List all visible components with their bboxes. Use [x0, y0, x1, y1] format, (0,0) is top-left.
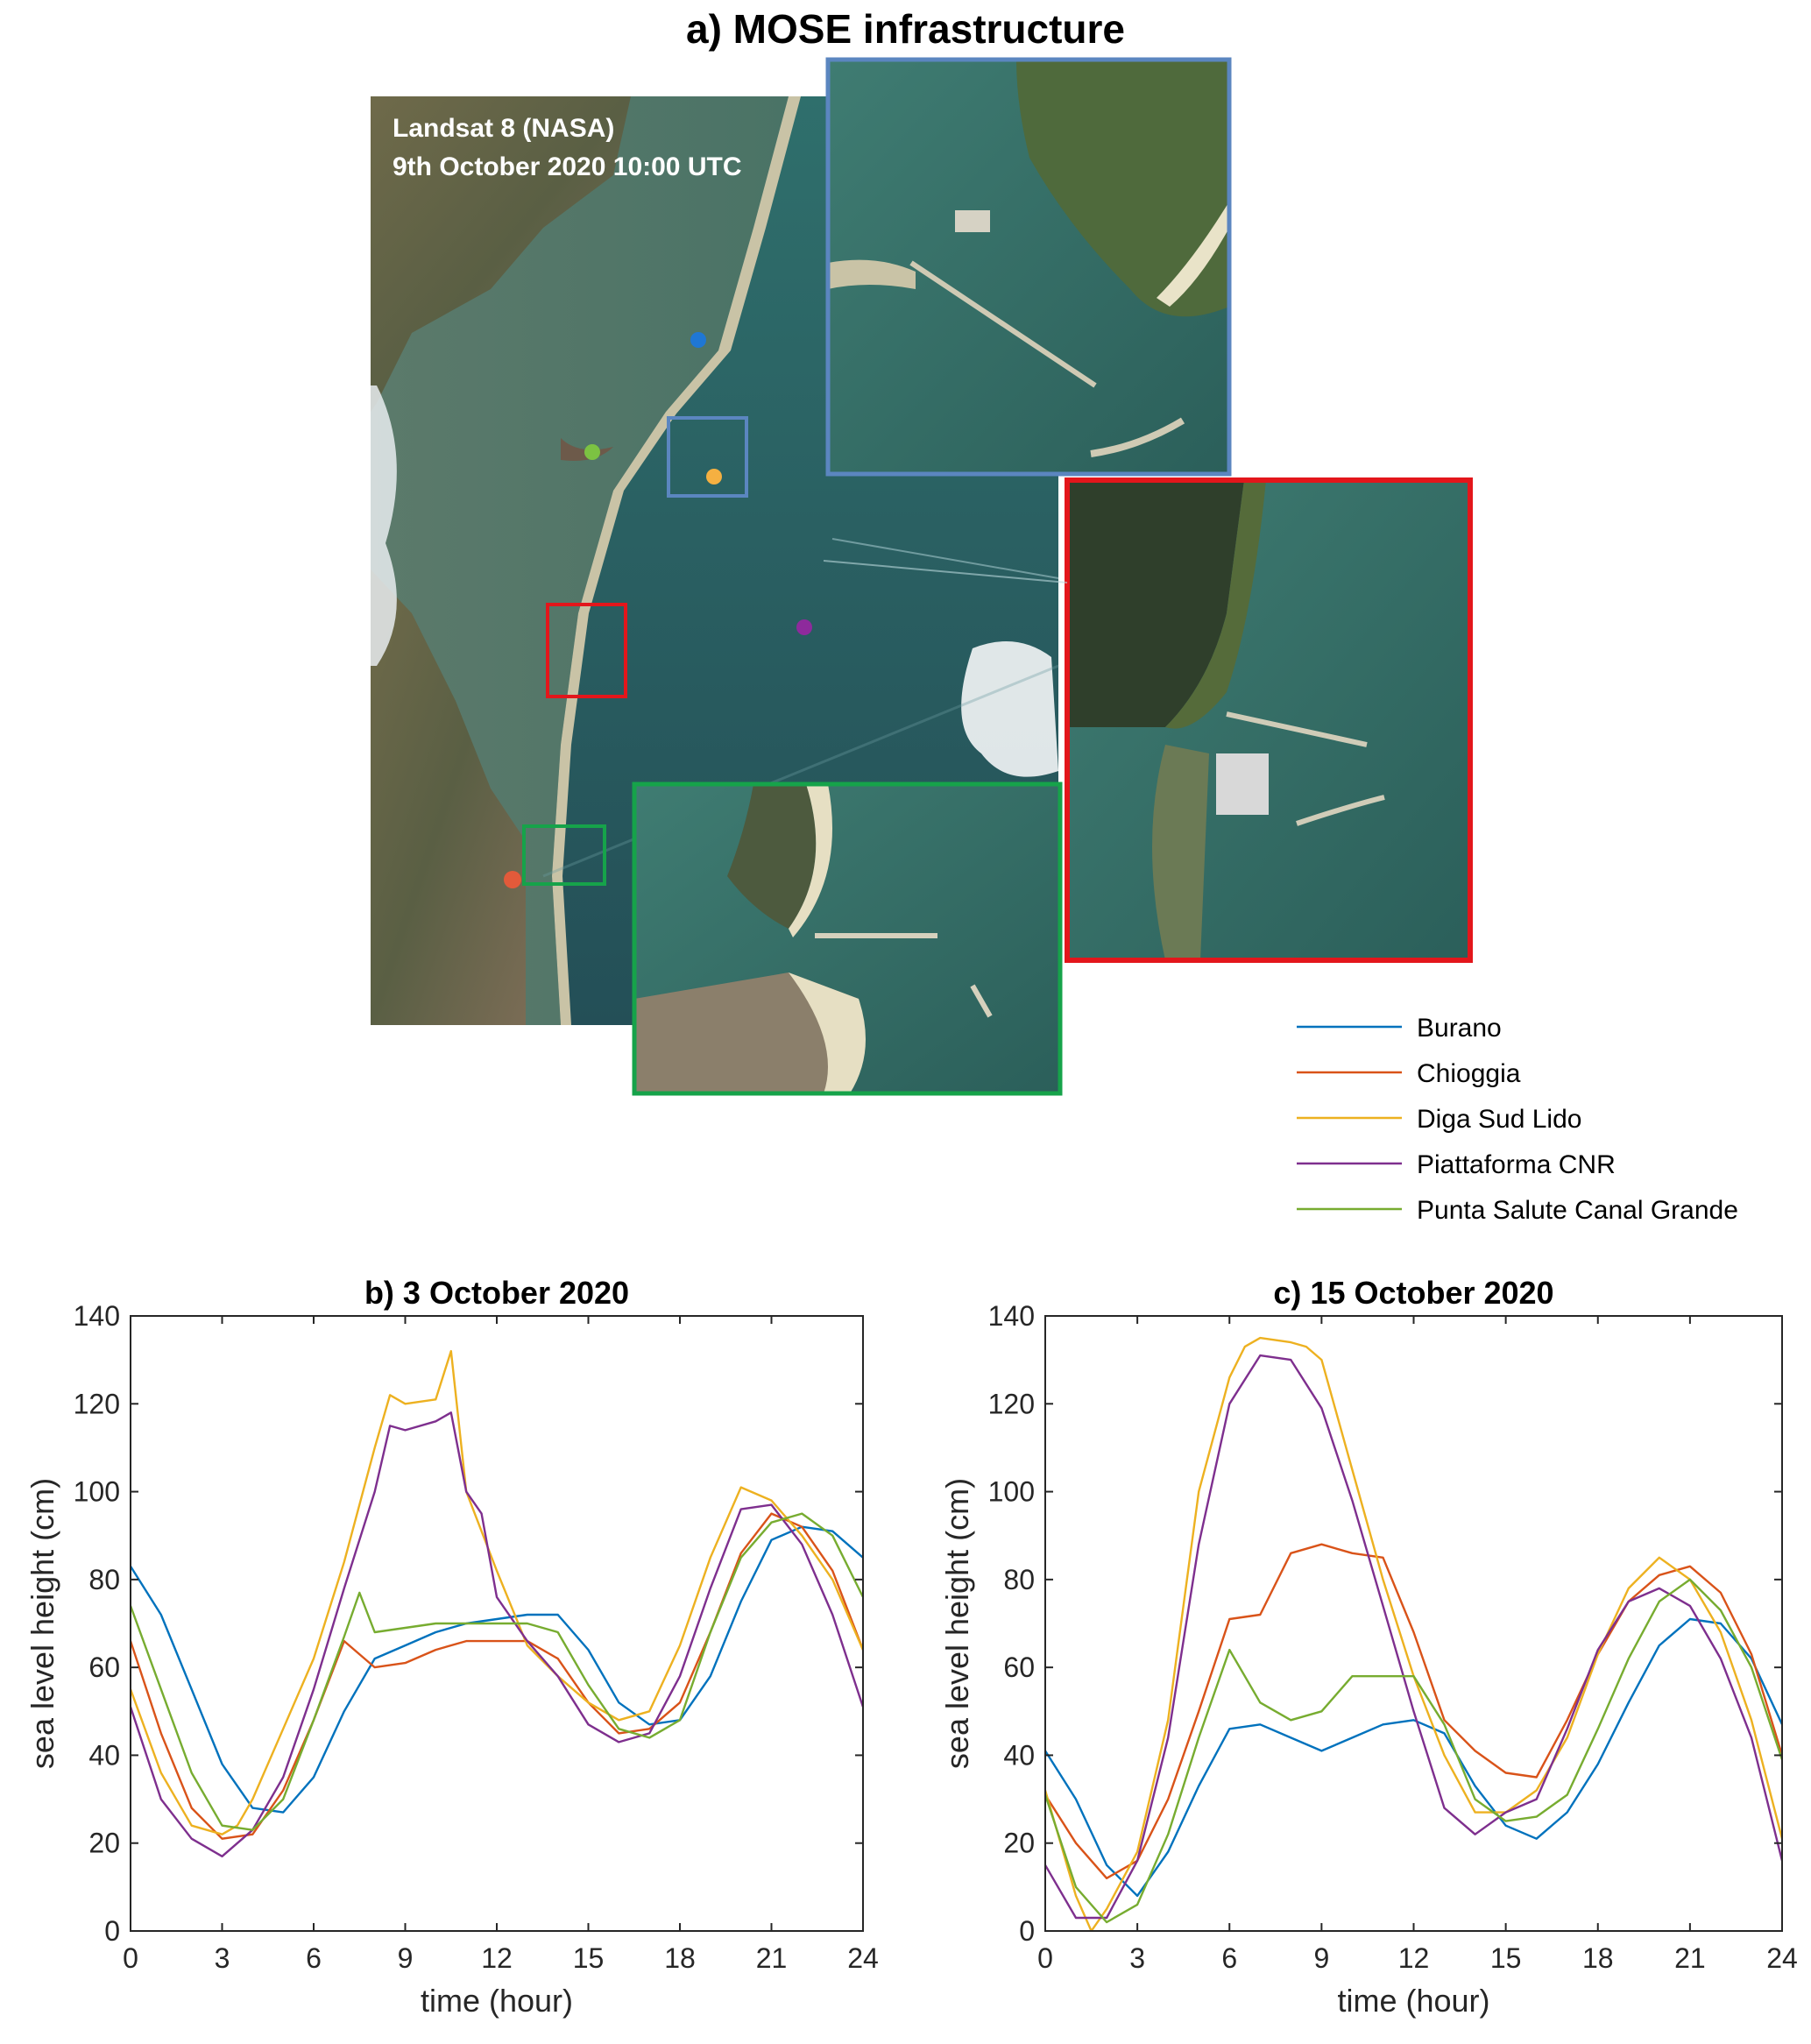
x-tick-label: 21	[1674, 1942, 1706, 1974]
series-line-diga-sud-lido	[131, 1349, 863, 1835]
y-tick-label: 100	[988, 1476, 1035, 1508]
y-axis-label: sea level height (cm)	[25, 1478, 60, 1769]
y-tick-label: 80	[88, 1564, 120, 1595]
inset-malamocco	[1065, 477, 1473, 963]
plot-frame	[1044, 1315, 1783, 1932]
x-tick-label: 6	[1221, 1942, 1237, 1974]
series-line-punta-salute-canal-grande	[131, 1512, 863, 1831]
station-dot-diga-sud-lido	[706, 469, 722, 484]
series-line-chioggia	[1045, 1543, 1782, 1880]
map-box-chioggia	[522, 824, 606, 886]
x-tick-label: 0	[123, 1942, 138, 1974]
y-tick-label: 80	[1003, 1564, 1035, 1595]
y-tick-label: 140	[988, 1300, 1035, 1332]
y-tick-label: 120	[988, 1388, 1035, 1419]
x-tick-label: 12	[481, 1942, 513, 1974]
station-dot-burano	[690, 332, 706, 348]
map-caption-line2: 9th October 2020 10:00 UTC	[393, 152, 741, 181]
legend-label: Piattaforma CNR	[1417, 1150, 1616, 1179]
legend: Burano Chioggia Diga Sud Lido Piattaforma C…	[1297, 1014, 1738, 1225]
legend-label: Chioggia	[1417, 1059, 1521, 1088]
series-line-chioggia	[131, 1512, 863, 1840]
y-tick-label: 20	[1003, 1828, 1035, 1859]
x-tick-label: 18	[1582, 1942, 1614, 1974]
y-axis-label: sea level height (cm)	[939, 1478, 975, 1769]
map-caption-line1: Landsat 8 (NASA)	[393, 114, 614, 143]
map-box-malamocco	[546, 603, 627, 698]
series-line-burano	[1045, 1617, 1782, 1898]
y-tick-label: 40	[88, 1739, 120, 1771]
panel-a-title: a) MOSE infrastructure	[686, 6, 1125, 52]
series-line-diga-sud-lido	[1045, 1336, 1782, 1931]
station-dot-piattaforma-cnr	[796, 619, 812, 635]
legend-label: Burano	[1417, 1014, 1502, 1043]
x-tick-label: 9	[1313, 1942, 1329, 1974]
series-line-burano	[131, 1525, 863, 1814]
y-tick-label: 120	[74, 1388, 120, 1419]
x-tick-label: 18	[664, 1942, 696, 1974]
y-tick-label: 0	[104, 1915, 120, 1947]
y-tick-label: 100	[74, 1476, 120, 1508]
legend-label: Diga Sud Lido	[1417, 1105, 1581, 1134]
x-tick-label: 3	[215, 1942, 230, 1974]
series-line-punta-salute-canal-grande	[1045, 1578, 1782, 1924]
x-tick-label: 3	[1129, 1942, 1145, 1974]
x-tick-label: 6	[306, 1942, 322, 1974]
inset-chioggia	[632, 782, 1063, 1096]
x-tick-label: 0	[1037, 1942, 1053, 1974]
station-dot-chioggia	[504, 871, 521, 888]
y-tick-label: 60	[1003, 1651, 1035, 1683]
x-tick-label: 24	[847, 1942, 879, 1974]
chart-title: c) 15 October 2020	[1273, 1275, 1553, 1311]
y-tick-label: 140	[74, 1300, 120, 1332]
y-tick-label: 40	[1003, 1739, 1035, 1771]
chart-b: 0 3 6 9 12 15 18 21 24 0 20 40 60 80 100 120 140 b) 3 Oct…	[25, 1275, 879, 2019]
series-line-piattaforma-cnr	[131, 1411, 863, 1858]
series-line-piattaforma-cnr	[1045, 1354, 1782, 1920]
y-tick-label: 0	[1019, 1915, 1035, 1947]
station-dot-punta-salute	[584, 444, 600, 460]
chart-c: 0 3 6 9 12 15 18 21 24 0 20 40 60 80 100 120 140 c) 15 Oc…	[939, 1275, 1798, 2019]
x-tick-label: 24	[1766, 1942, 1798, 1974]
x-tick-label: 15	[1490, 1942, 1522, 1974]
x-tick-label: 12	[1398, 1942, 1430, 1974]
legend-label: Punta Salute Canal Grande	[1417, 1196, 1738, 1225]
x-axis-label: time (hour)	[1337, 1983, 1489, 2019]
inset-lido	[825, 57, 1232, 477]
y-tick-label: 60	[88, 1651, 120, 1683]
x-axis-label: time (hour)	[421, 1983, 573, 2019]
chart-title: b) 3 October 2020	[364, 1275, 629, 1311]
x-tick-label: 15	[573, 1942, 605, 1974]
x-tick-label: 9	[398, 1942, 414, 1974]
y-tick-label: 20	[88, 1828, 120, 1859]
x-tick-label: 21	[756, 1942, 788, 1974]
map-box-lido	[667, 416, 748, 498]
